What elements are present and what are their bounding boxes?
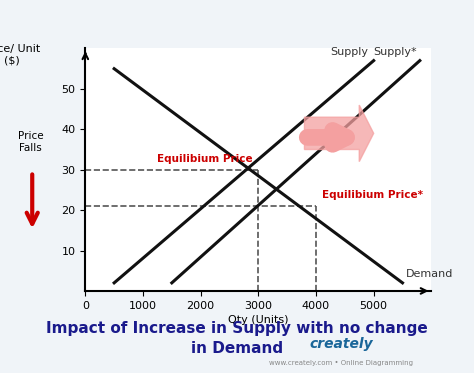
Text: Supply*: Supply* <box>374 47 417 57</box>
Text: Demand: Demand <box>405 269 453 279</box>
Text: in Demand: in Demand <box>191 341 283 356</box>
Y-axis label: Price/ Unit
($): Price/ Unit ($) <box>0 44 40 65</box>
FancyArrow shape <box>304 105 374 162</box>
Text: Supply: Supply <box>330 47 368 57</box>
X-axis label: Qty (Units): Qty (Units) <box>228 315 289 325</box>
Text: Equilibium Price*: Equilibium Price* <box>322 190 423 200</box>
Text: www.creately.com • Online Diagramming: www.creately.com • Online Diagramming <box>269 360 413 366</box>
Text: Price
Falls: Price Falls <box>18 131 44 153</box>
Text: Impact of Increase in Supply with no change: Impact of Increase in Supply with no cha… <box>46 321 428 336</box>
Text: creately: creately <box>310 336 373 351</box>
Text: Equilibium Price: Equilibium Price <box>157 154 253 164</box>
